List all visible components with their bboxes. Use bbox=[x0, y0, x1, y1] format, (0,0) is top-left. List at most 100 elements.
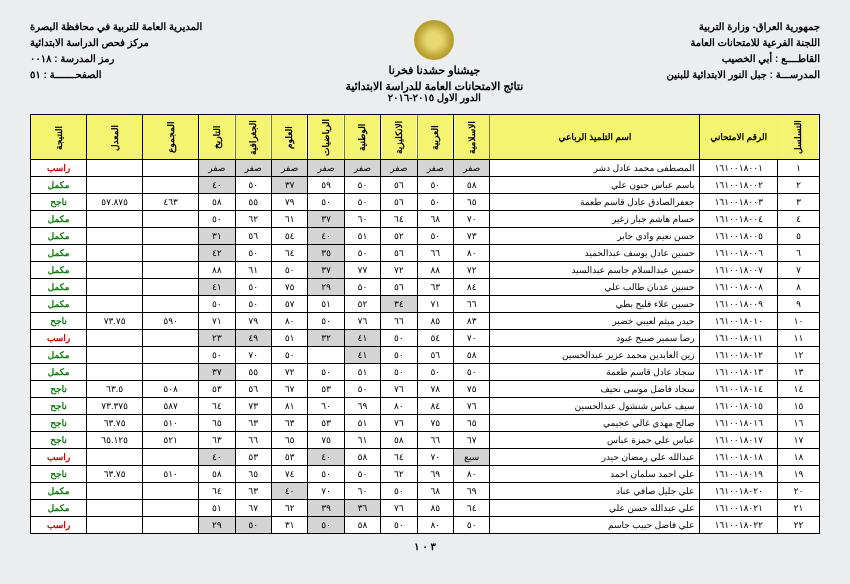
col-name: اسم التلميذ الرباعي bbox=[490, 115, 700, 160]
cell-score: ٥٠ bbox=[235, 279, 271, 296]
cell-score bbox=[308, 347, 344, 364]
table-row: ٢٠١٦١٠٠١٨٠٢٠علي جليل صافي عناد٦٩٦٨٥٠٦٠٧٠… bbox=[31, 483, 820, 500]
cell-total bbox=[143, 500, 199, 517]
cell-score: ٦٣ bbox=[417, 279, 453, 296]
cell-score: ٨٨ bbox=[199, 262, 235, 279]
cell-score: ٦٦ bbox=[454, 296, 490, 313]
cell-avg bbox=[87, 211, 143, 228]
cell-avg bbox=[87, 262, 143, 279]
cell-score: صفر bbox=[344, 160, 380, 177]
col-s3: الوطنية bbox=[344, 115, 380, 160]
cell-score: ٥٦ bbox=[381, 194, 417, 211]
cell-total bbox=[143, 177, 199, 194]
cell-result: مكمل bbox=[31, 245, 87, 262]
cell-avg bbox=[87, 245, 143, 262]
cell-score: ٥٠ bbox=[381, 517, 417, 534]
cell-score: ٥٥ bbox=[235, 194, 271, 211]
cell-name: حسين عادل يوسف عبدالحميد bbox=[490, 245, 700, 262]
header-right: جمهورية العراق- وزارة التربية اللجنة الف… bbox=[666, 20, 820, 84]
cell-name: عباس علي حمزة عباس bbox=[490, 432, 700, 449]
cell-result: ناجح bbox=[31, 432, 87, 449]
cell-score: ٥٠ bbox=[199, 347, 235, 364]
cell-seq: ٢ bbox=[777, 177, 819, 194]
cell-score: ٣٢ bbox=[308, 330, 344, 347]
cell-score: ٦٦ bbox=[417, 432, 453, 449]
cell-score: صفر bbox=[308, 160, 344, 177]
cell-seq: ١٦ bbox=[777, 415, 819, 432]
cell-score: ٣٩ bbox=[308, 500, 344, 517]
hl-1: مركز فحص الدراسة الابتدائية bbox=[30, 36, 202, 52]
cell-score: ٥٣ bbox=[308, 415, 344, 432]
cell-score: ٦٧ bbox=[235, 500, 271, 517]
cell-score: ٦٤ bbox=[381, 211, 417, 228]
cell-result: ناجح bbox=[31, 313, 87, 330]
cell-total bbox=[143, 330, 199, 347]
cell-score: ٤٠ bbox=[199, 177, 235, 194]
cell-score: ٥٠ bbox=[454, 364, 490, 381]
cell-total: ٤٦٣ bbox=[143, 194, 199, 211]
cell-total: ٥٨٧ bbox=[143, 398, 199, 415]
cell-result: ناجح bbox=[31, 398, 87, 415]
cell-score: ٥٠ bbox=[344, 466, 380, 483]
col-s2: الانكليزية bbox=[381, 115, 417, 160]
cell-score: ٥٠ bbox=[235, 296, 271, 313]
cell-avg: ٦٣.٧٥ bbox=[87, 415, 143, 432]
cell-score: ٧٩ bbox=[235, 313, 271, 330]
cell-total bbox=[143, 517, 199, 534]
cell-avg: ٧٣.٧٥ bbox=[87, 313, 143, 330]
cell-score: ٥٤ bbox=[271, 228, 307, 245]
cell-total bbox=[143, 483, 199, 500]
cell-score: ٧٠ bbox=[308, 483, 344, 500]
hr-3: المدرســـة : جبل النور الابتدائية للبنين bbox=[666, 68, 820, 84]
cell-avg bbox=[87, 330, 143, 347]
cell-score: ٧٠ bbox=[417, 449, 453, 466]
cell-score: ٥٠ bbox=[199, 296, 235, 313]
cell-score: ٦١ bbox=[344, 432, 380, 449]
cell-score: ٣٤ bbox=[381, 296, 417, 313]
cell-score: صفر bbox=[417, 160, 453, 177]
cell-result: راسب bbox=[31, 449, 87, 466]
cell-id: ١٦١٠٠١٨٠١١ bbox=[700, 330, 778, 347]
cell-name: رضا سمير صبيح عبود bbox=[490, 330, 700, 347]
cell-score: ٥٠ bbox=[199, 211, 235, 228]
cell-id: ١٦١٠٠١٨٠١٥ bbox=[700, 398, 778, 415]
cell-name: علي فاضل حبيب جاسم bbox=[490, 517, 700, 534]
col-s6: الجغرافية bbox=[235, 115, 271, 160]
cell-score: ٣٦ bbox=[344, 500, 380, 517]
cell-score: ٧٢ bbox=[454, 262, 490, 279]
cell-score: ٧٦ bbox=[454, 398, 490, 415]
table-row: ٧١٦١٠٠١٨٠٠٧حسين عبدالسلام جاسم عبدالسيد٧… bbox=[31, 262, 820, 279]
cell-score: ٤١ bbox=[199, 279, 235, 296]
cell-score: ٥٨ bbox=[454, 347, 490, 364]
cell-avg bbox=[87, 364, 143, 381]
cell-seq: ١٨ bbox=[777, 449, 819, 466]
cell-score: ٦٣ bbox=[235, 415, 271, 432]
cell-score: ٥١ bbox=[344, 415, 380, 432]
cell-score: ٥٠ bbox=[344, 245, 380, 262]
cell-seq: ٢١ bbox=[777, 500, 819, 517]
cell-avg bbox=[87, 160, 143, 177]
cell-result: مكمل bbox=[31, 296, 87, 313]
cell-result: مكمل bbox=[31, 177, 87, 194]
cell-score: ٤٠ bbox=[199, 449, 235, 466]
cell-id: ١٦١٠٠١٨٠١٠ bbox=[700, 313, 778, 330]
table-row: ١١١٦١٠٠١٨٠١١رضا سمير صبيح عبود٧٠٥٤٥٠٤١٣٢… bbox=[31, 330, 820, 347]
cell-score: ٥٠ bbox=[235, 245, 271, 262]
hl-2: رمز المدرسة : ٠٠١٨ bbox=[30, 52, 202, 68]
cell-id: ١٦١٠٠١٨٠٠٩ bbox=[700, 296, 778, 313]
table-row: ٣١٦١٠٠١٨٠٠٣جعفرالصادق عادل قاسم طعمة٦٥٥٠… bbox=[31, 194, 820, 211]
header-left: المديرية العامة للتربية في محافظة البصرة… bbox=[30, 20, 202, 84]
hl-3: الصفحـــــــة : ٥١ bbox=[30, 68, 202, 84]
cell-score: ٥٨ bbox=[381, 432, 417, 449]
cell-score: ٥٣ bbox=[235, 449, 271, 466]
cell-score: ٥٠ bbox=[308, 364, 344, 381]
cell-seq: ٩ bbox=[777, 296, 819, 313]
cell-score: ٦٣ bbox=[199, 432, 235, 449]
cell-name: عبدالله علي رمضان حيدر bbox=[490, 449, 700, 466]
table-row: ١٠١٦١٠٠١٨٠١٠حيدر ميثم لعيبي خضير٨٣٨٥٦٦٧٦… bbox=[31, 313, 820, 330]
cell-score: ٥١ bbox=[344, 228, 380, 245]
cell-score: ٤٩ bbox=[235, 330, 271, 347]
cell-score: ٥١ bbox=[344, 364, 380, 381]
cell-id: ١٦١٠٠١٨٠١٤ bbox=[700, 381, 778, 398]
cell-total bbox=[143, 245, 199, 262]
